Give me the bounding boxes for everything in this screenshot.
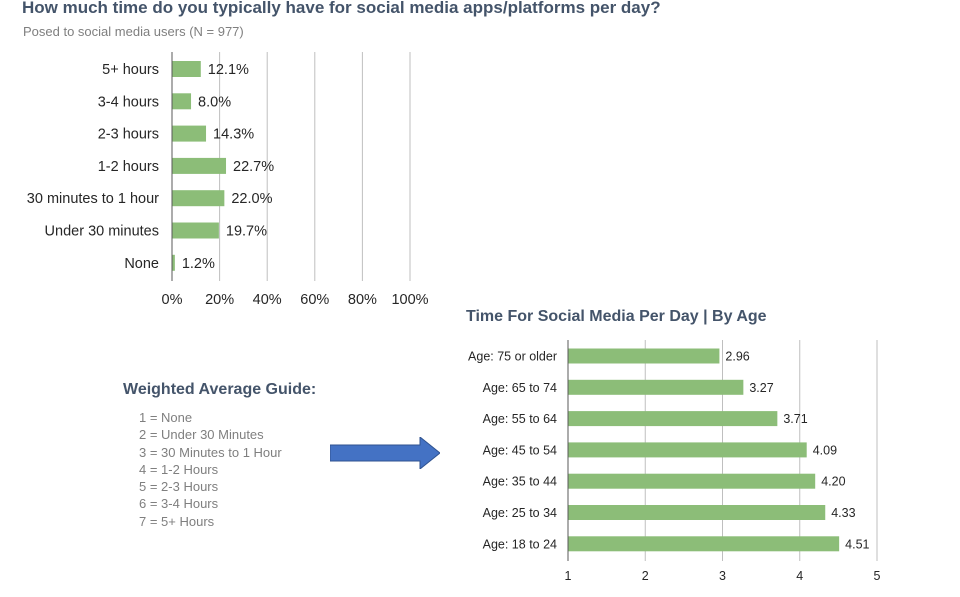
guide-item: 7 = 5+ Hours	[139, 513, 215, 529]
chart2-data-label: 4.51	[845, 537, 869, 551]
chart1-bar	[172, 61, 201, 77]
guide-item: 5 = 2-3 Hours	[139, 479, 219, 495]
guide-item: 2 = Under 30 Minutes	[139, 427, 264, 443]
right-arrow-shape	[330, 437, 440, 469]
chart1-category-label: 1-2 hours	[98, 159, 159, 175]
chart2-category-label: Age: 45 to 54	[483, 443, 557, 457]
chart1-data-label: 12.1%	[208, 62, 249, 78]
chart2-data-label: 4.33	[831, 506, 855, 520]
guide-item: 3 = 30 Minutes to 1 Hour	[139, 444, 282, 460]
chart2-x-tick-label: 2	[642, 569, 649, 583]
guide-item: 1 = None	[139, 410, 193, 425]
chart1-bar	[172, 222, 219, 239]
guide-item: 6 = 3-4 Hours	[139, 496, 219, 512]
chart1-data-label: 22.7%	[233, 159, 274, 175]
chart2-bar	[568, 411, 778, 427]
chart1-x-tick-label: 80%	[348, 292, 377, 308]
chart1-category-label: None	[124, 256, 159, 272]
chart1-bar	[172, 93, 192, 110]
guide-list: 1 = None 2 = Under 30 Minutes 3 = 30 Min…	[139, 409, 282, 530]
chart2-category-label: Age: 25 to 34	[483, 506, 557, 520]
right-arrow-icon	[330, 437, 440, 469]
chart1-subtitle: Posed to social media users (N = 977)	[23, 24, 244, 39]
chart1-bar	[172, 125, 207, 142]
chart1-data-label: 22.0%	[231, 191, 272, 207]
chart2-bar	[568, 442, 807, 458]
chart2-x-tick-label: 3	[719, 569, 726, 583]
chart2-x-tick-label: 4	[796, 569, 803, 583]
chart2-bar	[568, 536, 840, 552]
chart1-data-label: 19.7%	[226, 224, 267, 240]
chart1-bar	[172, 254, 175, 271]
chart1-x-tick-label: 60%	[300, 292, 329, 308]
chart2-category-label: Age: 55 to 64	[483, 412, 557, 426]
chart1-x-tick-label: 100%	[391, 292, 428, 308]
chart2-category-label: Age: 65 to 74	[483, 381, 557, 395]
chart2-bar	[568, 505, 826, 520]
chart1-data-label: 14.3%	[213, 127, 254, 143]
chart2-data-label: 3.71	[783, 412, 807, 426]
chart1-data-label: 1.2%	[182, 256, 215, 272]
chart2-bar	[568, 348, 720, 364]
chart1-x-tick-label: 20%	[205, 292, 234, 308]
chart1-category-label: 30 minutes to 1 hour	[27, 191, 159, 207]
chart2-data-label: 4.20	[821, 475, 845, 489]
chart2-data-label: 3.27	[749, 381, 773, 395]
chart1-bar	[172, 157, 227, 174]
chart2-category-label: Age: 18 to 24	[483, 537, 557, 551]
guide-title: Weighted Average Guide:	[123, 381, 317, 398]
chart2-category-label: Age: 75 or older	[468, 350, 557, 364]
chart1-data-label: 8.0%	[198, 94, 231, 110]
chart2-data-label: 4.09	[813, 443, 837, 457]
guide-item: 4 = 1-2 Hours	[139, 461, 219, 477]
chart1-bar	[172, 190, 225, 207]
chart2-data-label: 2.96	[725, 350, 749, 364]
chart1-category-label: 3-4 hours	[98, 94, 159, 110]
chart1-category-label: Under 30 minutes	[45, 224, 159, 240]
chart2-category-label: Age: 35 to 44	[483, 475, 557, 489]
chart1-x-tick-label: 0%	[162, 292, 183, 308]
chart2-bar	[568, 473, 816, 489]
chart1-category-label: 2-3 hours	[98, 127, 159, 143]
chart1-title: How much time do you typically have for …	[22, 0, 661, 17]
chart1-x-tick-label: 40%	[253, 292, 282, 308]
chart2-bar	[568, 379, 744, 395]
chart2-x-tick-label: 5	[874, 569, 881, 583]
chart1-category-label: 5+ hours	[102, 62, 159, 78]
chart2-title: Time For Social Media Per Day | By Age	[466, 308, 767, 325]
chart2-x-tick-label: 1	[565, 569, 572, 583]
